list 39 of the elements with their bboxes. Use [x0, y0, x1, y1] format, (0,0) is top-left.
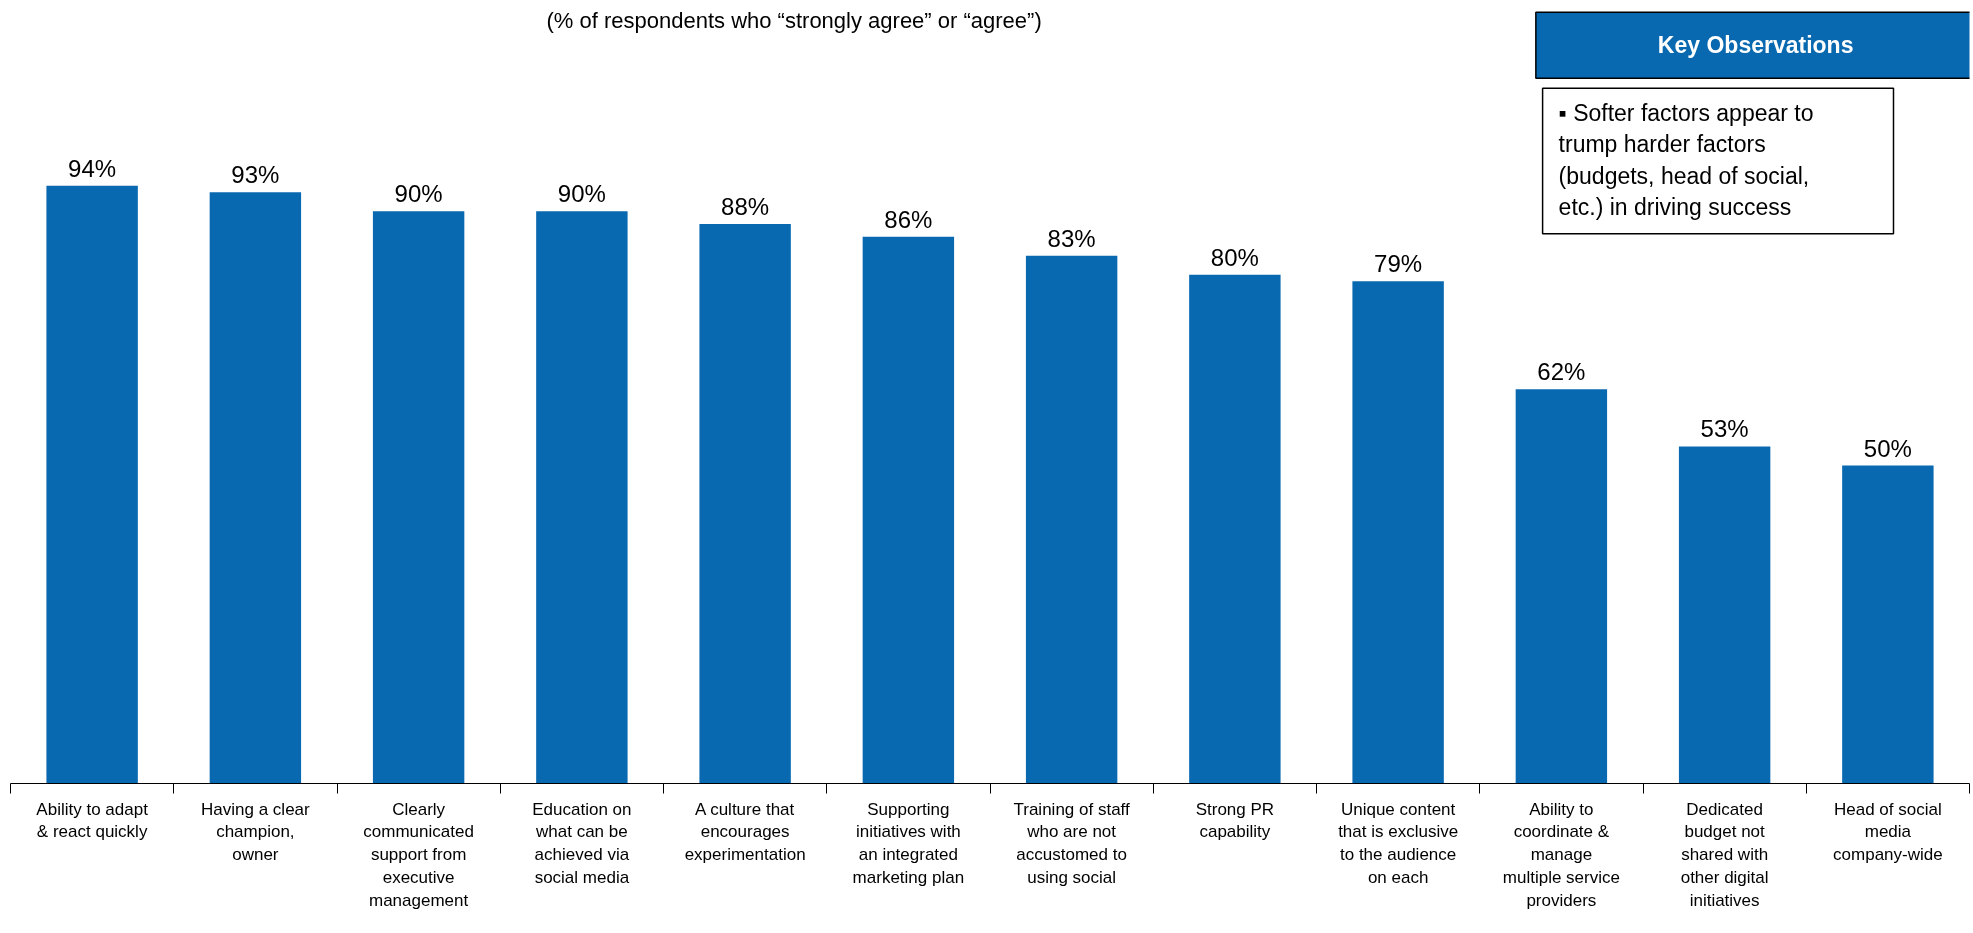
data-label: 93%: [231, 161, 280, 189]
data-label: 88%: [721, 192, 770, 220]
bar: [1025, 255, 1118, 784]
bar: [1352, 281, 1444, 784]
x-tick-label: Clearly communicated support from executive management: [363, 799, 474, 910]
x-tick-label: Head of social media company-wide: [1833, 799, 1943, 865]
data-label: 90%: [557, 180, 606, 208]
text: Key Observations: [1657, 32, 1854, 59]
x-tick-label: Ability to adapt & react quickly: [36, 799, 149, 842]
bar: [372, 211, 465, 784]
bar: [1842, 465, 1934, 784]
x-tick-label: Education on what can be achieved via social media: [532, 799, 632, 887]
annotation: ▪ Softer factors appear to trump harder factors (budgets, head of social, etc.) in driving success: [1558, 100, 1814, 220]
data-label: 53%: [1700, 415, 1749, 443]
x-tick-label: Dedicated budget not shared with other digital initiatives: [1680, 799, 1769, 910]
x-tick-label: Strong PR capability: [1195, 799, 1275, 842]
chart-subtitle: (% of respondents who “strongly agree” or “agree”): [546, 7, 1042, 33]
x-tick-label: Ability to coordinate & manage multiple service providers: [1502, 799, 1620, 910]
data-label: 86%: [884, 205, 933, 233]
data-label: 83%: [1047, 224, 1096, 252]
data-label: 79%: [1374, 250, 1423, 278]
bar: [1678, 446, 1771, 784]
data-label: 50%: [1863, 434, 1912, 462]
data-label: 62%: [1537, 358, 1586, 386]
data-label: 90%: [394, 180, 443, 208]
x-tick-label: Supporting initiatives with an integrated marketing plan: [852, 799, 965, 887]
x-tick-label: Unique content that is exclusive to the audience on each: [1338, 799, 1459, 887]
bar: [536, 211, 628, 784]
x-tick-label: A culture that encourages experimentation: [684, 799, 806, 865]
data-label: 80%: [1210, 243, 1259, 271]
bar: [699, 223, 791, 784]
bar: [1515, 389, 1608, 784]
data-label: 94%: [68, 154, 117, 182]
bar: [209, 192, 302, 784]
x-tick-label: Training of staff who are not accustomed to using social: [1013, 799, 1131, 887]
bar: [862, 236, 955, 784]
bar: [1189, 274, 1281, 784]
x-tick-label: Having a clear champion, owner: [201, 799, 311, 865]
bar: [46, 185, 138, 784]
